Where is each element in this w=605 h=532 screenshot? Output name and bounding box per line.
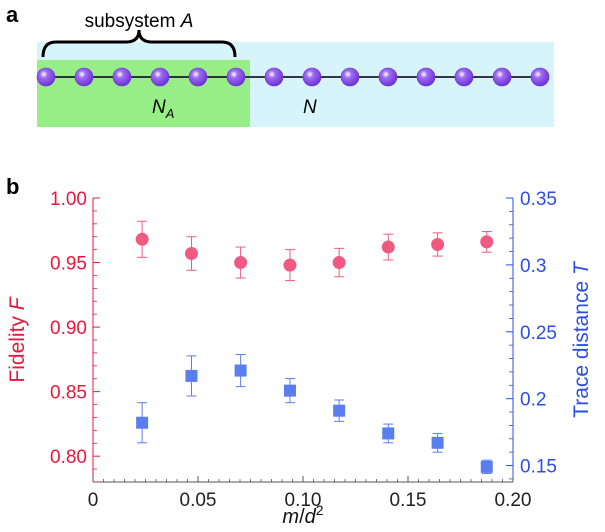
right-tick-label: 0.15 [520,457,557,478]
right-tick-label: 0.2 [520,390,546,411]
data-point [431,436,444,449]
data-point [431,237,445,251]
atom [492,67,512,87]
left-tick-label: 0.85 [50,383,87,404]
data-point [283,258,297,272]
atom [74,67,94,87]
data-point [333,404,346,417]
left-axis-label: Fidelity F [6,296,29,382]
atom-chain [36,67,550,87]
right-tick-label: 0.25 [520,323,557,344]
data-point [136,416,149,429]
data-point [480,235,494,249]
series-trace-distance [136,354,493,475]
data-point [135,232,149,246]
data-point [480,460,493,473]
left-tick-label: 1.00 [50,189,87,210]
data-point [234,256,248,270]
atom [188,67,208,87]
left-tick-label: 0.90 [50,318,87,339]
chart-b: 0 0.05 0.10 0.15 0.20 0.80 0.85 0.90 0.95 1.00 0.1… [6,189,593,528]
x-tick-label: 0 [88,490,99,511]
atom [416,67,436,87]
atom [226,67,246,87]
right-tick-label: 0.3 [520,256,546,277]
atom [530,67,550,87]
atom [264,67,284,87]
x-tick-label: 0.20 [495,490,532,511]
x-tick-label: 0.15 [390,490,427,511]
data-point [381,240,395,254]
subsystem-background [37,60,250,127]
atom [112,67,132,87]
data-point [234,364,247,377]
atom [378,67,398,87]
atom [36,67,56,87]
data-point [283,384,296,397]
data-point [184,247,198,261]
atom [150,67,170,87]
series-fidelity [135,220,494,282]
data-point [382,427,395,440]
x-axis-label: m/d2 [282,502,323,528]
left-tick-label: 0.95 [50,254,87,275]
na-label: NA [152,97,174,121]
subsystem-label: subsystem A [85,11,194,32]
panel-a-label: a [6,2,19,27]
atom [454,67,474,87]
atom [340,67,360,87]
data-point [185,369,198,382]
panel-b-label: b [6,174,19,199]
right-axis-label: Trace distance T [570,260,593,418]
subsystem-brace [41,29,237,58]
right-tick-label: 0.35 [520,189,557,210]
left-tick-label: 0.80 [50,447,87,468]
x-tick-label: 0.05 [180,490,217,511]
atom [302,67,322,87]
x-tick-label: 0.10 [285,490,322,511]
n-label: N [303,97,317,118]
data-point [332,256,346,270]
